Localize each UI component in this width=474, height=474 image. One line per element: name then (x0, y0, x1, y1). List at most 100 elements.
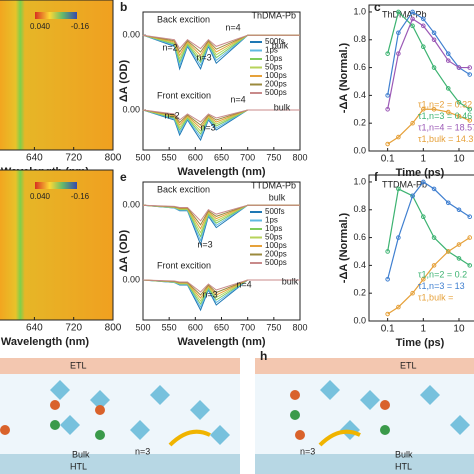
x-tick-label: 1 (421, 154, 427, 165)
data-point (467, 263, 473, 268)
htl-label: HTL (70, 461, 87, 471)
etl-label: ETL (70, 360, 87, 370)
x-tick-label: 650 (214, 322, 229, 332)
data-point (456, 113, 462, 119)
group-label: Back excition (157, 14, 210, 24)
annotation: τ1,n=2 = 0.32 (418, 99, 472, 109)
colorbar-label: -0.16 (71, 192, 90, 201)
chart-title: TTDMA-Pb (251, 180, 296, 190)
data-point (396, 30, 401, 36)
spectrum-line (142, 109, 300, 132)
legend-label: 200ps (265, 80, 287, 89)
data-point (431, 65, 437, 70)
schematic-g (0, 358, 240, 474)
x-tick-label: 720 (65, 153, 82, 164)
spectrum-line (142, 204, 300, 242)
data-point (467, 65, 473, 70)
y-tick-label: 0.00 (122, 104, 140, 114)
x-axis-label: Wavelength (nm) (1, 336, 90, 348)
x-tick-label: 600 (188, 152, 203, 162)
y-tick-label: 0.4 (353, 260, 366, 270)
data-point (396, 235, 401, 240)
data-point (410, 290, 415, 296)
x-tick-label: 500 (135, 152, 150, 162)
panel-label: e (120, 170, 127, 184)
data-point (410, 9, 415, 15)
group-label: Front excition (157, 260, 211, 270)
y-tick-label: 0.2 (353, 118, 366, 128)
y-tick-label: 0.8 (353, 204, 366, 214)
x-tick-label: 10 (453, 324, 465, 335)
data-point (410, 23, 415, 29)
annotation: n=3 (197, 239, 212, 249)
schematic-h (255, 358, 474, 474)
annotation: τ1,n=4 = 18.57 (418, 122, 474, 132)
x-tick-label: 600 (188, 322, 203, 332)
spectrum-line (142, 34, 300, 68)
data-point (410, 120, 415, 126)
panel-label: c (374, 0, 381, 14)
spectrum-line (142, 109, 300, 139)
annotation: n=4 (236, 279, 251, 289)
data-point (456, 207, 462, 213)
data-point (467, 235, 473, 240)
data-point (445, 200, 451, 206)
spectrum-line (142, 109, 300, 123)
bulk-label: Bulk (395, 449, 413, 459)
chart-title: ThDMA-Pb (251, 10, 296, 20)
x-axis-label: Wavelength (nm) (177, 166, 266, 178)
data-point (385, 106, 390, 112)
x-tick-label: 800 (292, 152, 307, 162)
y-axis-label: ΔA (OD) (118, 60, 130, 103)
colorbar-label: 0.040 (30, 22, 51, 31)
legend-label: 1ps (265, 46, 278, 55)
data-point (431, 37, 437, 43)
y-axis-label: -ΔA (Normal.) (338, 212, 350, 283)
legend-label: 100ps (265, 241, 287, 250)
y-tick-label: 0.0 (353, 315, 366, 325)
annotation: bulk (269, 192, 286, 202)
y-tick-label: 0.2 (353, 288, 366, 298)
data-point (385, 276, 390, 282)
htl-layer (0, 454, 240, 474)
data-point (421, 276, 426, 282)
y-tick-label: 0.00 (122, 274, 140, 284)
annotation: n=3 (200, 122, 215, 132)
fit-line (387, 10, 471, 110)
x-tick-label: 0.1 (381, 154, 395, 165)
x-tick-label: 700 (240, 152, 255, 162)
spectrum-line (142, 279, 300, 293)
data-point (385, 311, 390, 317)
legend-label: 100ps (265, 71, 287, 80)
spectrum-line (142, 204, 300, 234)
y-tick-label: 0.8 (353, 34, 366, 44)
annotation: n=4 (230, 94, 245, 104)
carriers (290, 390, 390, 440)
x-axis-label: Wavelength (nm) (177, 336, 266, 348)
legend-label: 500ps (265, 258, 287, 267)
annotation: n=2 (164, 110, 179, 120)
data-point (396, 186, 401, 192)
data-point (456, 100, 462, 105)
spectrum-line (142, 34, 300, 64)
x-tick-label: 800 (292, 322, 307, 332)
legend-label: 10ps (265, 54, 282, 63)
legend-label: 500fs (265, 37, 285, 46)
data-point (456, 242, 462, 247)
panel-label: f (374, 170, 379, 184)
data-point (431, 30, 437, 36)
data-point (431, 186, 437, 192)
data-point (385, 51, 390, 56)
spectrum-line (142, 109, 300, 129)
plot-frame (0, 0, 114, 151)
heatmap (0, 0, 113, 150)
spectrum-line (142, 204, 300, 226)
x-tick-label: 800 (105, 323, 122, 334)
x-tick-label: 550 (162, 152, 177, 162)
data-point (410, 193, 415, 199)
data-point (445, 58, 451, 63)
etl-layer (0, 358, 240, 374)
y-tick-label: 1.0 (353, 176, 366, 186)
spectrum-line (142, 109, 300, 126)
fit-line (387, 11, 471, 96)
